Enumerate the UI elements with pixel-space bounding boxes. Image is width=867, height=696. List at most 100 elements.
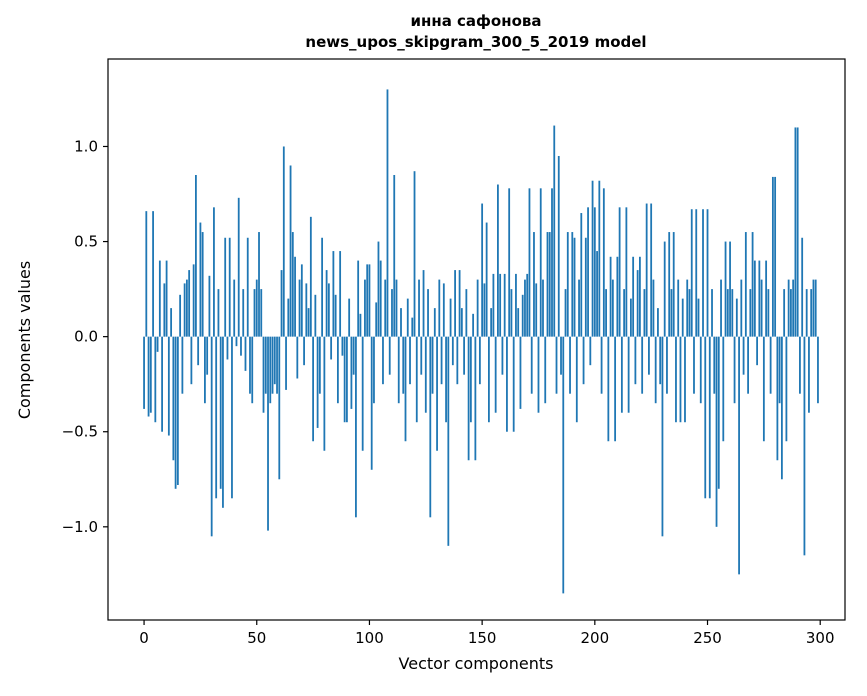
bar [217,289,220,337]
bar [717,336,720,489]
chart-title-line2: news_upos_skipgram_300_5_2019 model [305,33,646,51]
bar [551,188,553,337]
bar [744,232,747,337]
bar [183,283,186,337]
x-tick-label: 200 [581,629,610,647]
bar [756,336,758,366]
bar [291,232,294,337]
bar [269,336,272,404]
bar [422,270,425,337]
y-axis-label: Components values [15,261,34,419]
bar [681,298,684,337]
x-tick-label: 250 [693,629,722,647]
bar [767,289,770,337]
bar [474,336,477,461]
bar [499,273,502,337]
bar [796,127,799,337]
bar [433,308,436,337]
bar [740,279,743,337]
bar [445,336,447,423]
bar [494,336,497,413]
bar [366,264,369,337]
bar [632,256,635,337]
bar [812,279,815,337]
bar [172,336,175,461]
bar [271,336,274,394]
x-tick-label: 100 [355,629,384,647]
bar [370,336,373,470]
bar [152,211,154,337]
bar [803,336,806,556]
bar [666,336,668,394]
bar [143,336,145,409]
bar [343,336,346,423]
bar [420,336,423,375]
bar [222,336,224,508]
bar [548,232,551,337]
bar [467,336,470,461]
bar [693,336,695,394]
bar [449,298,452,337]
bar [699,336,702,404]
bar [260,289,263,337]
bar [620,336,623,413]
bar [506,336,508,432]
bar [810,289,813,337]
bar [149,336,152,413]
bar [488,336,490,423]
bar [249,336,251,394]
bar [790,289,792,337]
bar [379,260,382,337]
bar [589,336,592,366]
bar [478,336,481,385]
bar [307,308,310,337]
bar [327,283,330,337]
bar [438,279,441,337]
bar [170,308,173,337]
bar [258,232,260,337]
bar [729,241,731,337]
bar [253,289,256,337]
bar [429,336,432,518]
bar [192,264,195,337]
bar [726,289,729,337]
bar [686,279,689,337]
bar [639,256,641,337]
bar [314,294,317,337]
bar [161,336,163,432]
bar [733,336,736,404]
bar [373,336,375,404]
bar [537,336,540,413]
bar [760,279,763,337]
bar [465,289,468,337]
bar [481,203,484,337]
bar [361,336,364,451]
bar [605,289,607,337]
bar [528,188,531,337]
bar [289,165,292,337]
bar [672,232,675,337]
bar [300,264,303,337]
bar [704,336,707,499]
bar [377,241,380,337]
bar [355,336,357,518]
bar [147,336,150,417]
bar [652,279,655,337]
bar [391,289,393,337]
bar [720,279,722,337]
bar [596,251,598,337]
bar [814,279,817,337]
bar [282,146,285,337]
bar [654,336,657,404]
bar [546,232,549,337]
ticks-group: 0 50 100 150 200 250 300 −1.0 −0.5 0.0 0.5 1.0 [62,137,835,647]
bar [591,180,594,337]
bar [557,155,560,337]
bar [447,336,450,546]
bar [749,289,752,337]
bar [614,336,617,442]
bar [602,188,605,337]
bar [575,336,578,423]
